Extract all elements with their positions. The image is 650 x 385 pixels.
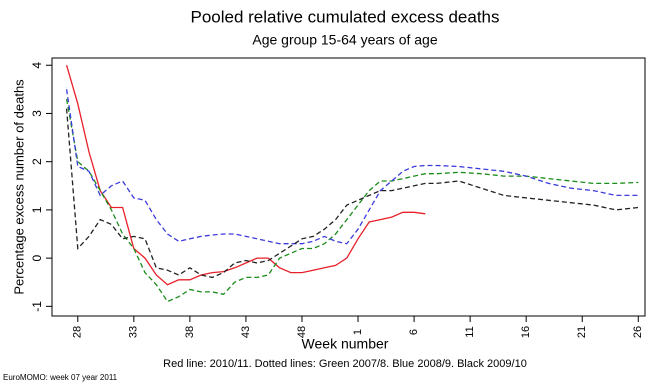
data-line (65, 89, 639, 245)
x-tick-label: 48 (296, 326, 308, 338)
data-line (65, 98, 639, 303)
plot-frame (51, 57, 646, 317)
footer: EuroMOMO: week 07 year 2011 (3, 373, 118, 382)
chart-title: Pooled relative cumulated excess deaths (190, 7, 499, 26)
x-tick-label: 28 (72, 326, 84, 338)
chart-subtitle: Age group 15-64 years of age (252, 32, 437, 48)
y-tick-label: 3 (30, 110, 44, 117)
x-tick-label: 38 (184, 326, 196, 338)
x-tick-label: 16 (520, 326, 532, 338)
x-tick-label: 43 (240, 326, 252, 338)
x-tick-label: 26 (632, 326, 644, 338)
y-tick-label: 0 (30, 254, 44, 261)
x-axis-label: Week number (302, 336, 389, 352)
y-tick-label: 4 (30, 62, 44, 69)
x-tick-label: 33 (128, 326, 140, 338)
y-axis-label: Percentage excess number of deaths (11, 79, 26, 295)
x-tick-label: 21 (576, 326, 588, 338)
data-line (65, 108, 639, 279)
x-tick-label: 6 (408, 329, 420, 335)
y-tick-label: 2 (30, 158, 44, 165)
x-tick-label: 1 (352, 329, 364, 335)
caption: Red line: 2010/11. Dotted lines: Green 2… (163, 358, 527, 370)
y-tick-label: 1 (30, 206, 44, 213)
y-tick-label: -1 (30, 301, 44, 312)
data-line (65, 65, 426, 286)
x-tick-label: 11 (464, 326, 476, 337)
